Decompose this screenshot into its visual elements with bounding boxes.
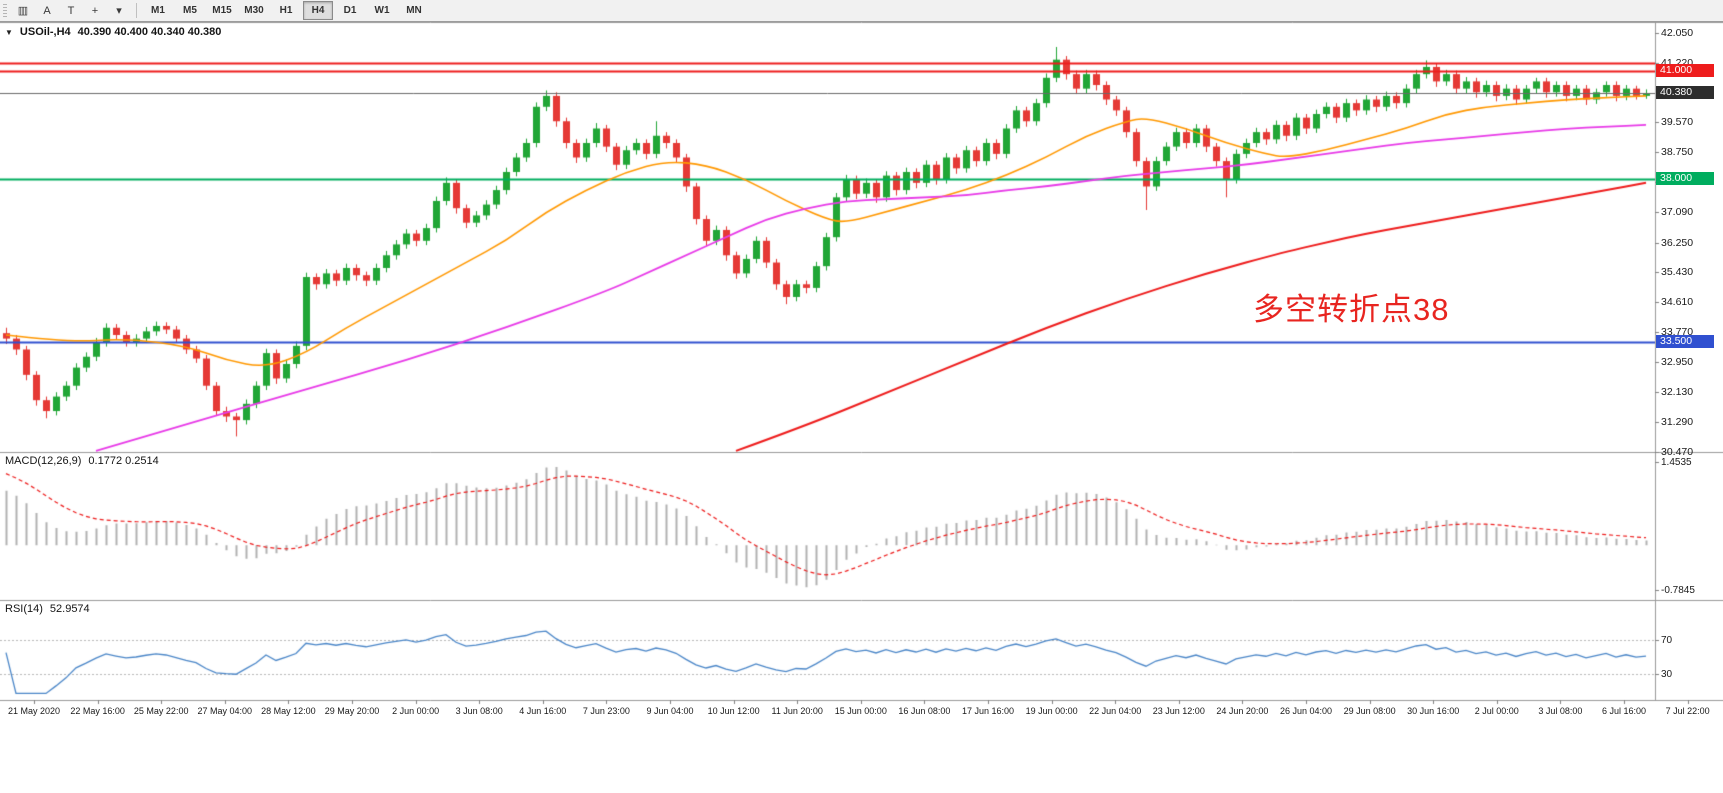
rsi-indicator-label: RSI(14) <box>5 603 43 615</box>
ohlc-values: 40.390 40.400 40.340 40.380 <box>77 26 222 38</box>
macd-panel-label-row: MACD(12,26,9) 0.1772 0.2514 <box>5 455 159 467</box>
timeframe-button-m5[interactable]: M5 <box>183 5 197 16</box>
text-tool-icon[interactable]: T <box>67 4 75 17</box>
timeframe-button-d1[interactable]: D1 <box>343 5 357 16</box>
symbol-period-label: USOil-,H4 <box>19 26 71 38</box>
timeframe-button-h4[interactable]: H4 <box>303 1 333 20</box>
rsi-panel-label-row: RSI(14) 52.9574 <box>5 603 90 615</box>
rsi-indicator-value: 52.9574 <box>49 603 90 615</box>
macd-indicator-values: 0.1772 0.2514 <box>88 455 159 467</box>
text-label-icon[interactable]: A <box>43 4 51 17</box>
macd-indicator-label: MACD(12,26,9) <box>5 455 82 467</box>
toolbar-separator <box>136 3 137 18</box>
toolbar-grip-handle[interactable] <box>3 3 7 18</box>
toolbar: ▥ A T + ▾ M1 M5 M15 M30 H1 H4 D1 W1 MN <box>0 0 1723 22</box>
crosshair-icon[interactable]: + <box>91 4 99 17</box>
timeframe-button-m30[interactable]: M30 <box>244 5 264 16</box>
toolbar-icon-group: ▥ A T + ▾ <box>11 1 131 21</box>
timeframe-button-m15[interactable]: M15 <box>212 5 232 16</box>
chart-area[interactable]: ▼ USOil-,H4 40.390 40.400 40.340 40.380 … <box>0 22 1723 793</box>
chart-info-line: ▼ USOil-,H4 40.390 40.400 40.340 40.380 <box>5 26 221 38</box>
chart-window-icon[interactable]: ▥ <box>17 5 29 17</box>
chart-text-annotation: 多空转折点38 <box>1253 292 1450 327</box>
timeframe-button-h1[interactable]: H1 <box>279 5 293 16</box>
timeframe-button-mn[interactable]: MN <box>406 5 422 16</box>
timeframe-button-group: M1 M5 M15 M30 H1 H4 D1 W1 MN <box>142 1 430 20</box>
timeframe-button-w1[interactable]: W1 <box>374 5 390 16</box>
timeframe-button-m1[interactable]: M1 <box>151 5 165 16</box>
collapse-arrow-icon[interactable]: ▼ <box>5 27 13 37</box>
price-chart-canvas[interactable] <box>0 22 1723 722</box>
drawing-tools-dropdown-icon[interactable]: ▾ <box>116 5 122 17</box>
